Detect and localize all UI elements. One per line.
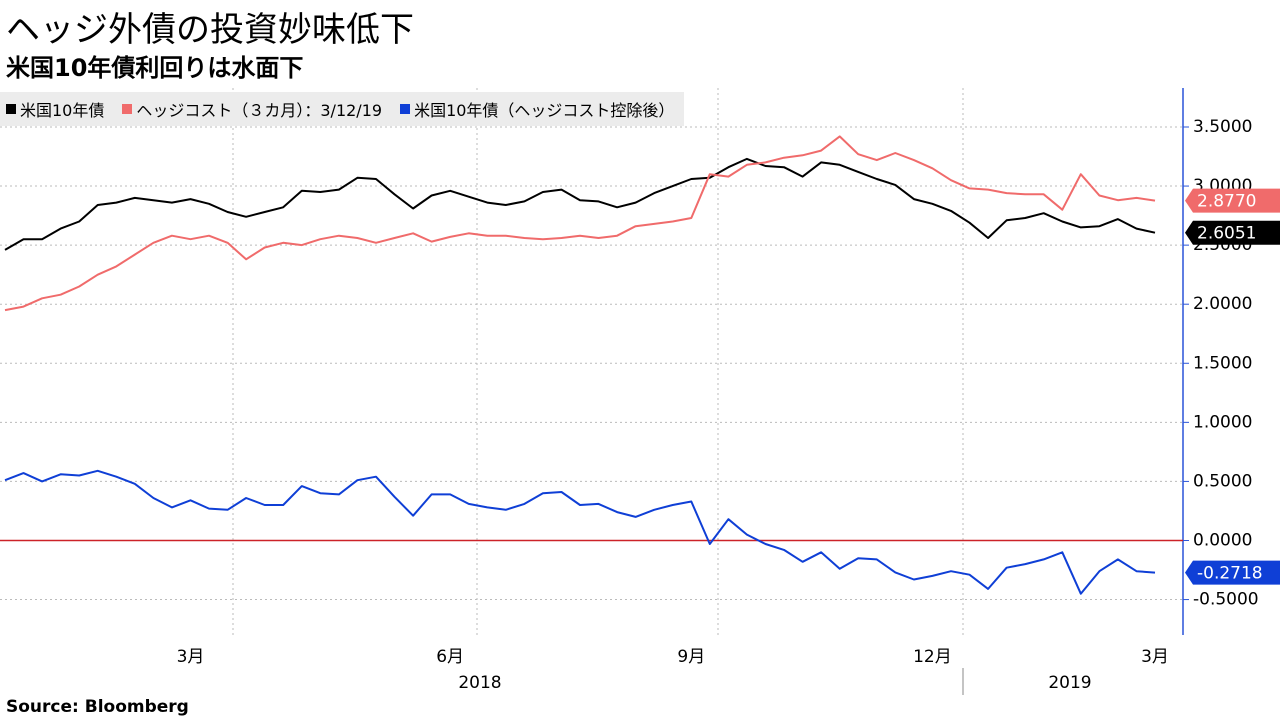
chart-subtitle: 米国10年債利回りは水面下	[6, 54, 304, 82]
year-label: 2019	[1048, 673, 1091, 693]
legend-label: 米国10年債	[20, 101, 105, 120]
y-tick-label: -0.5000	[1193, 590, 1259, 610]
x-tick-label: 9月	[677, 647, 705, 667]
y-tick-label: 1.0000	[1193, 412, 1252, 432]
series-line	[4, 157, 1156, 251]
legend-swatch	[400, 104, 411, 114]
y-tick-label: 0.5000	[1193, 471, 1252, 491]
last-value-label: -0.2718	[1197, 564, 1263, 584]
legend-item: 米国10年債（ヘッジコスト控除後）	[400, 97, 674, 121]
y-tick-label: 3.5000	[1193, 117, 1252, 137]
legend-label: 米国10年債（ヘッジコスト控除後）	[414, 101, 675, 120]
last-value-box	[1185, 560, 1280, 585]
legend-item: 米国10年債	[6, 97, 104, 121]
x-tick-label: 3月	[177, 647, 205, 667]
legend-label: ヘッジコスト（３カ月）：3/12/19	[136, 101, 383, 120]
series-line	[4, 135, 1156, 312]
last-value-box	[1185, 220, 1280, 245]
y-tick-label: 0.0000	[1193, 530, 1252, 550]
last-value-label: 2.8770	[1197, 192, 1256, 212]
source: Source: Bloomberg	[6, 697, 189, 717]
series-line	[4, 469, 1156, 595]
legend-swatch	[6, 104, 16, 114]
year-label: 2018	[458, 673, 501, 693]
x-tick-label: 6月	[436, 647, 464, 667]
y-tick-label: 2.0000	[1193, 294, 1252, 314]
last-value-tag: 2.8770	[1185, 188, 1280, 213]
last-value-tag: 2.6051	[1185, 220, 1280, 245]
legend-item: ヘッジコスト（３カ月）：3/12/19	[122, 97, 382, 121]
y-tick-label: 1.5000	[1193, 353, 1252, 373]
legend: 米国10年債 ヘッジコスト（３カ月）：3/12/19 米国10年債（ヘッジコスト控除…	[0, 92, 685, 126]
last-value-tag: -0.2718	[1185, 560, 1280, 585]
last-value-label: 2.6051	[1197, 224, 1256, 244]
last-value-box	[1185, 188, 1280, 213]
x-tick-label: 3月	[1141, 647, 1169, 667]
chart-title: ヘッジ外債の投資妙味低下	[6, 10, 414, 50]
x-tick-label: 12月	[913, 647, 952, 667]
legend-swatch	[122, 104, 133, 114]
